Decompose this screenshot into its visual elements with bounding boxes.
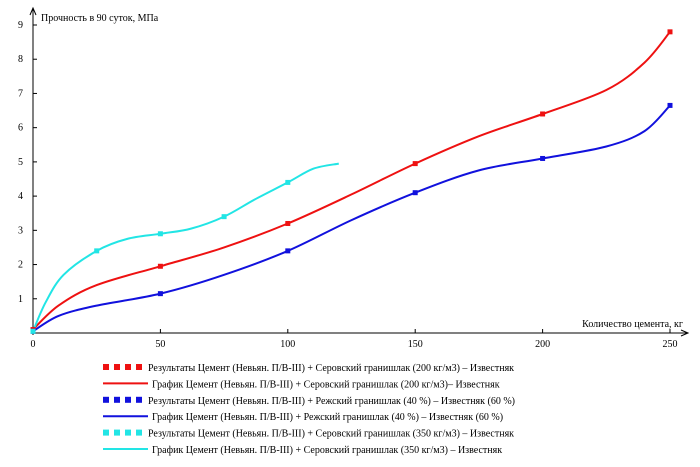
x-axis-title: Количество цемента, кг [582, 319, 683, 330]
legend-marker [114, 429, 120, 436]
legend-marker [136, 364, 142, 370]
legend-item-5: График Цемент (Невьян. П/В-III) + Серовс… [103, 445, 502, 456]
x-tick-label: 150 [408, 339, 423, 350]
legend-label: Результаты Цемент (Невьян. П/В-III) + Се… [148, 429, 514, 440]
legend-marker [103, 429, 109, 436]
data-point-2 [157, 231, 163, 237]
series-curve-0 [32, 31, 671, 331]
x-tick-label: 0 [31, 339, 36, 350]
data-point-2 [30, 328, 36, 334]
legend-marker [136, 429, 142, 436]
x-tick-label: 100 [280, 339, 295, 350]
y-tick-label: 2 [18, 260, 23, 271]
y-axis-title: Прочность в 90 суток, МПа [41, 13, 159, 24]
data-point-0 [667, 29, 673, 35]
axes: 1 2 3 4 5 6 7 8 9 0 50 100 150 200 250 Прочность в 90 с… [18, 6, 690, 350]
legend-item-3: График Цемент (Невьян. П/В-III) + Режски… [103, 412, 503, 423]
data-point-1 [157, 291, 163, 297]
y-tick-label: 7 [18, 88, 23, 99]
legend-item-1: График Цемент (Невьян. П/В-III) + Серовс… [103, 379, 500, 390]
data-point-1 [285, 248, 291, 254]
legend-marker [125, 396, 131, 403]
x-axis-arrow [680, 329, 690, 337]
legend-marker [114, 364, 120, 370]
legend: Результаты Цемент (Невьян. П/В-III) + Се… [103, 363, 515, 456]
legend-label: График Цемент (Невьян. П/В-III) + Серовс… [152, 445, 502, 456]
legend-label: График Цемент (Невьян. П/В-III) + Серовс… [152, 379, 500, 390]
series-layer [30, 29, 673, 334]
data-point-0 [285, 220, 291, 226]
y-tick-label: 4 [18, 191, 23, 202]
y-axis-arrow [29, 6, 37, 16]
series-curve-2 [32, 162, 340, 332]
y-tick-label: 5 [18, 157, 23, 168]
data-point-2 [221, 214, 227, 220]
data-point-1 [540, 155, 546, 161]
y-tick-label: 1 [18, 294, 23, 305]
legend-marker [125, 364, 131, 370]
data-point-1 [667, 102, 673, 108]
y-tick-label: 9 [18, 20, 23, 31]
legend-label: Результаты Цемент (Невьян. П/В-III) + Се… [148, 363, 514, 374]
data-point-2 [94, 248, 100, 254]
x-tick-label: 200 [535, 339, 550, 350]
data-point-2 [285, 179, 291, 185]
y-tick-label: 6 [18, 123, 23, 134]
y-tick-label: 3 [18, 225, 23, 236]
data-point-1 [412, 190, 418, 196]
series-curve-1 [32, 104, 671, 333]
x-tick-label: 50 [155, 339, 165, 350]
legend-marker [103, 364, 109, 370]
legend-marker [103, 396, 109, 403]
legend-marker [125, 429, 131, 436]
legend-marker [136, 396, 142, 403]
data-point-0 [540, 111, 546, 117]
legend-item-2: Результаты Цемент (Невьян. П/В-III) + Ре… [103, 396, 515, 407]
y-tick-label: 8 [18, 54, 23, 65]
x-tick-label: 250 [663, 339, 678, 350]
data-point-0 [412, 161, 418, 167]
legend-item-0: Результаты Цемент (Невьян. П/В-III) + Се… [103, 363, 514, 374]
legend-label: Результаты Цемент (Невьян. П/В-III) + Ре… [148, 396, 515, 407]
legend-marker [114, 396, 120, 403]
legend-label: График Цемент (Невьян. П/В-III) + Режски… [152, 412, 503, 423]
legend-item-4: Результаты Цемент (Невьян. П/В-III) + Се… [103, 429, 514, 440]
data-point-0 [157, 263, 163, 269]
